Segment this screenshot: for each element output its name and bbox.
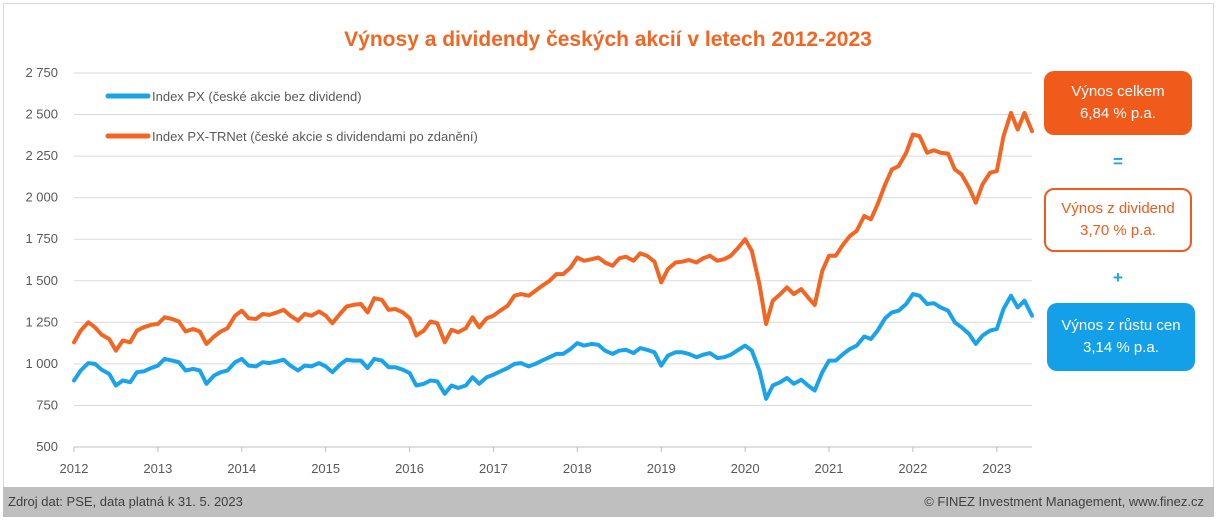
- dividend-return-label: Výnos z dividend: [1061, 200, 1175, 217]
- y-tick-label: 2 250: [25, 148, 58, 163]
- growth-return-label: Výnos z růstu cen: [1061, 317, 1181, 334]
- x-tick-label: 2017: [479, 461, 508, 476]
- x-tick-label: 2015: [311, 461, 340, 476]
- y-tick-label: 1 000: [25, 356, 58, 371]
- legend-label-px: Index PX (české akcie bez dividend): [152, 89, 362, 104]
- source-note: Zdroj dat: PSE, data platná k 31. 5. 202…: [8, 494, 243, 509]
- y-axis-ticks: 500 750 1 000 1 250 1 500 1 750 2 000 2 250 2 50…: [25, 65, 58, 454]
- growth-return-value: 3,14 % p.a.: [1083, 339, 1159, 356]
- x-tick-label: 2021: [815, 461, 844, 476]
- legend: Index PX (české akcie bez dividend) Inde…: [105, 89, 478, 144]
- x-tick-label: 2013: [143, 461, 172, 476]
- y-tick-label: 2 500: [25, 107, 58, 122]
- y-tick-label: 750: [36, 397, 58, 412]
- y-tick-label: 2 750: [25, 65, 58, 80]
- dividend-return-box: Výnos z dividend 3,70 % p.a.: [1044, 188, 1192, 252]
- gridlines: [74, 72, 1032, 448]
- x-tick-label: 2022: [898, 461, 927, 476]
- total-return-value: 6,84 % p.a.: [1080, 105, 1156, 122]
- dividend-return-value: 3,70 % p.a.: [1080, 222, 1156, 239]
- total-return-box: Výnos celkem 6,84 % p.a.: [1044, 71, 1192, 135]
- footer-bar: Zdroj dat: PSE, data platná k 31. 5. 202…: [3, 487, 1214, 517]
- x-axis-ticks: 2012 2013 2014 2015 2016 2017 2018 2019 2020 2021…: [60, 447, 1011, 476]
- x-tick-label: 2014: [227, 461, 256, 476]
- copyright-note: © FINEZ Investment Management, www.finez…: [924, 494, 1204, 509]
- x-tick-label: 2018: [563, 461, 592, 476]
- chart-frame: [3, 3, 1214, 517]
- total-return-label: Výnos celkem: [1071, 83, 1165, 100]
- series-line-trnet: [72, 110, 1034, 353]
- x-tick-label: 2016: [395, 461, 424, 476]
- x-tick-label: 2019: [647, 461, 676, 476]
- y-tick-label: 2 000: [25, 190, 58, 205]
- series-line-px: [72, 292, 1034, 401]
- y-tick-label: 1 250: [25, 314, 58, 329]
- equals-sign: =: [1113, 152, 1123, 171]
- y-tick-label: 1 500: [25, 273, 58, 288]
- growth-return-box: Výnos z růstu cen 3,14 % p.a.: [1047, 303, 1195, 371]
- y-tick-label: 500: [36, 439, 58, 454]
- chart-title: Výnosy a dividendy českých akcií v letec…: [344, 28, 872, 51]
- y-tick-label: 1 750: [25, 231, 58, 246]
- legend-label-trnet: Index PX-TRNet (české akcie s dividendam…: [152, 129, 478, 144]
- series-lines: [72, 110, 1034, 401]
- x-tick-label: 2023: [982, 461, 1011, 476]
- x-tick-label: 2012: [60, 461, 89, 476]
- plus-sign: +: [1113, 268, 1123, 287]
- x-tick-label: 2020: [731, 461, 760, 476]
